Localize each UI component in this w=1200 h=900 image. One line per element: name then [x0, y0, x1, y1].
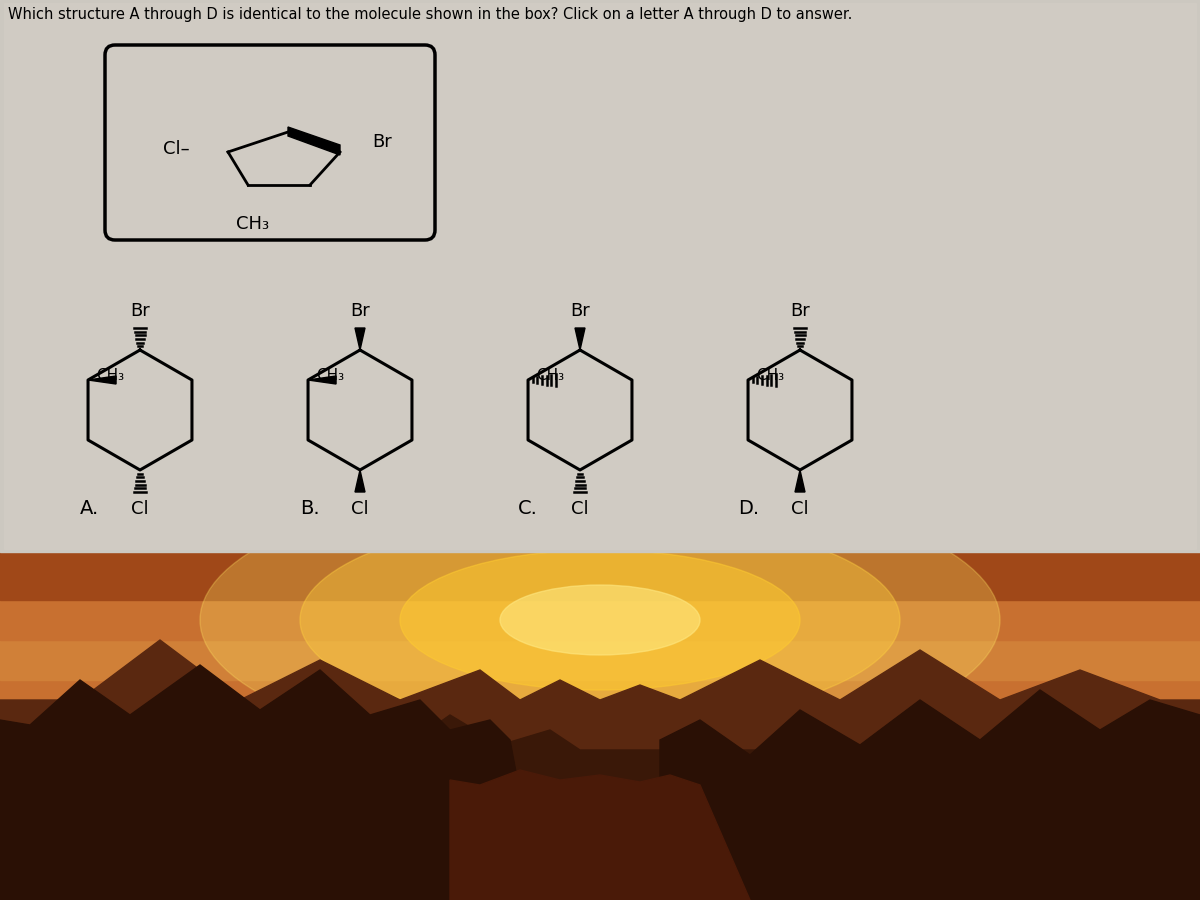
Polygon shape [355, 328, 365, 350]
Bar [0, 640, 1200, 680]
Text: Br: Br [350, 302, 370, 320]
Bar [0, 840, 1200, 900]
Ellipse shape [500, 585, 700, 655]
Bar [0, 552, 1200, 600]
Ellipse shape [300, 515, 900, 725]
Text: CH₃: CH₃ [536, 367, 564, 382]
Text: CH₃: CH₃ [756, 367, 784, 382]
Polygon shape [796, 470, 805, 492]
Ellipse shape [200, 480, 1000, 760]
Text: A.: A. [80, 499, 100, 518]
Text: Br: Br [130, 302, 150, 320]
Text: Br: Br [570, 302, 590, 320]
Text: C.: C. [518, 499, 538, 518]
Text: CH₃: CH₃ [236, 215, 270, 233]
Polygon shape [575, 328, 586, 350]
Text: CH₃: CH₃ [96, 367, 124, 382]
Bar [0, 0, 1200, 552]
Polygon shape [0, 665, 540, 900]
Polygon shape [450, 770, 750, 900]
Text: Cl: Cl [571, 500, 589, 518]
Text: D.: D. [738, 499, 760, 518]
Text: Br: Br [372, 133, 391, 151]
Ellipse shape [400, 550, 800, 690]
Polygon shape [288, 127, 340, 155]
Text: Cl: Cl [131, 500, 149, 518]
Bar [0, 680, 1200, 720]
Bar [0, 760, 1200, 800]
Bar [4, 3, 1196, 549]
Polygon shape [355, 470, 365, 492]
Text: Which structure A through D is identical to the molecule shown in the box? Click: Which structure A through D is identical… [8, 7, 852, 22]
Polygon shape [0, 690, 1200, 900]
Polygon shape [0, 640, 1200, 900]
Polygon shape [88, 376, 116, 384]
Bar [0, 600, 1200, 640]
Polygon shape [308, 376, 336, 384]
Text: CH₃: CH₃ [316, 367, 344, 382]
Polygon shape [660, 690, 1200, 900]
Text: Br: Br [790, 302, 810, 320]
Text: Cl–: Cl– [163, 140, 190, 158]
Text: B.: B. [300, 499, 319, 518]
Text: Cl: Cl [791, 500, 809, 518]
Bar [0, 720, 1200, 760]
FancyBboxPatch shape [106, 45, 436, 240]
Text: Cl: Cl [352, 500, 368, 518]
Bar [0, 800, 1200, 840]
